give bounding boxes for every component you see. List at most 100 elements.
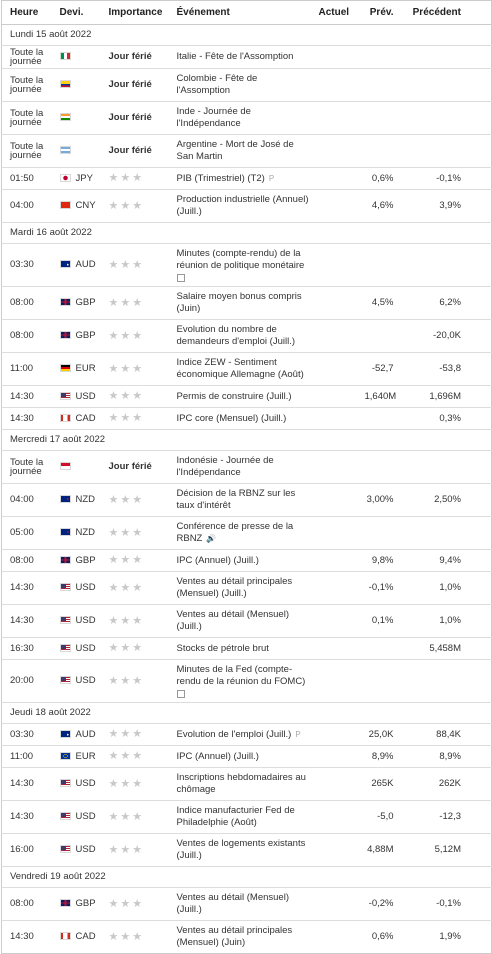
day-title: Mardi 16 août 2022 [1,222,492,244]
flag-icon [59,260,71,268]
event-name: Stocks de pétrole brut [176,642,269,654]
forecast-cell: 4,6% [356,189,400,223]
importance-cell: ★★★ [100,637,169,660]
day-title: Mercredi 17 août 2022 [1,429,492,451]
event-time: 16:00 [1,833,52,867]
event-name: Ventes au détail principales (Mensuel) (… [176,925,293,948]
event-time: 08:00 [1,549,52,572]
importance-cell: ★★★ [100,352,169,386]
day-row: Mardi 16 août 2022 [1,222,492,244]
currency-cell: USD [51,385,101,408]
importance-stars: ★★★ [108,614,145,627]
actual-cell [310,352,357,386]
forecast-cell: -52,7 [356,352,400,386]
importance-stars: ★★★ [108,554,145,566]
actual-cell [310,887,357,921]
header-importance: Importance [100,0,169,25]
event-time: 11:00 [1,745,52,768]
actual-cell [310,723,357,746]
event-cell: Production industrielle (Annuel) (Juill.… [168,189,311,223]
event-name: Indice manufacturier Fed de Philadelphie… [176,805,295,828]
importance-cell: ★★★ [100,745,169,768]
forecast-cell: -0,1% [356,571,400,605]
currency-cell: USD [51,800,101,834]
actual-cell [310,319,357,353]
event-row: 05:00 NZD ★★★ Conférence de presse de la RB… [1,516,492,550]
currency: USD [75,615,96,626]
header-forecast: Prév. [356,0,400,25]
importance-stars: ★★★ [108,362,145,375]
flag-icon [59,643,71,652]
event-name: Colombie - Fête de l'Assomption [176,73,258,96]
event-cell: Minutes de la Fed (compte-rendu de la ré… [168,659,311,703]
actual-cell [310,549,357,572]
importance-stars: ★★★ [108,493,145,506]
event-row: 08:00 GBP ★★★ Ventes au détail (Mensuel) (J… [1,887,492,921]
importance-cell: ★★★ [100,319,169,353]
holiday-label: Jour férié [108,112,152,123]
event-name: Production industrielle (Annuel) (Juill.… [176,194,309,217]
event-cell: Ventes de logements existants (Juill.) [168,833,311,867]
event-name: IPC core (Mensuel) (Juill.) [176,412,287,424]
currency: USD [75,844,96,855]
event-row: 14:30 USD ★★★ Indice manufacturier Fed de P… [1,800,492,834]
event-row: 03:30 AUD ★★★ Evolution de l'emploi (Juill.… [1,723,492,746]
holiday-label: Jour férié [108,51,152,62]
currency-cell [51,134,101,168]
day-row: Mercredi 17 août 2022 [1,429,492,451]
holiday-label: Jour férié [108,145,152,156]
importance-cell: ★★★ [100,571,169,605]
actual-cell [310,385,357,408]
previous-cell: 262K [399,767,492,801]
currency-cell: NZD [51,516,101,550]
previous-cell: -20,0K [399,319,492,353]
event-name: Décision de la RBNZ sur les taux d'intér… [176,488,296,511]
importance-stars: ★★★ [108,581,145,594]
event-time: 04:00 [1,483,52,517]
importance-stars: ★★★ [108,777,145,790]
previous-cell [399,450,492,484]
event-cell: Inscriptions hebdomadaires au chômage [168,767,311,801]
event-cell: Indice ZEW - Sentiment économique Allema… [168,352,311,386]
importance-cell: Jour férié [100,68,169,102]
header-currency: Devi. [51,0,101,25]
actual-cell [310,637,357,660]
currency-cell: GBP [51,319,101,353]
previous-cell: 1,9% [399,920,492,954]
previous-cell [399,516,492,550]
previous-cell: -12,3 [399,800,492,834]
importance-cell: ★★★ [100,887,169,921]
event-row: 14:30 CAD ★★★ IPC core (Mensuel) (Juill.) 0,… [1,407,492,430]
event-cell: Inde - Journée de l'Indépendance [168,101,311,135]
event-time: 03:30 [1,723,52,746]
previous-cell: 88,4K [399,723,492,746]
event-name: Conférence de presse de la RBNZ [176,521,294,544]
currency: CAD [75,931,96,942]
currency-cell: CAD [51,407,101,430]
importance-stars: ★★★ [108,728,145,740]
currency: GBP [75,554,96,566]
previous-cell: 5,458M [399,637,492,660]
document-icon [176,690,185,698]
currency-cell: AUD [51,243,101,287]
importance-cell: ★★★ [100,189,169,223]
previous-cell: 1,0% [399,604,492,638]
flag-icon [59,932,71,940]
previous-cell [399,134,492,168]
event-name: PIB (Trimestriel) (T2) [176,172,265,184]
event-cell: Ventes au détail principales (Mensuel) (… [168,920,311,954]
previous-cell: 0,3% [399,407,492,430]
event-name: Permis de construire (Juill.) [176,390,292,402]
actual-cell [310,68,357,102]
importance-stars: ★★★ [108,930,145,943]
event-name: Ventes de logements existants (Juill.) [176,838,306,861]
event-row: 08:00 GBP ★★★ Evolution du nombre de demand… [1,319,492,353]
event-name: Ventes au détail (Mensuel) (Juill.) [176,609,289,632]
currency: EUR [75,750,96,762]
importance-stars: ★★★ [108,199,145,212]
importance-stars: ★★★ [108,296,145,309]
forecast-cell [356,319,400,353]
previous-cell [399,659,492,703]
currency-cell: GBP [51,286,101,320]
